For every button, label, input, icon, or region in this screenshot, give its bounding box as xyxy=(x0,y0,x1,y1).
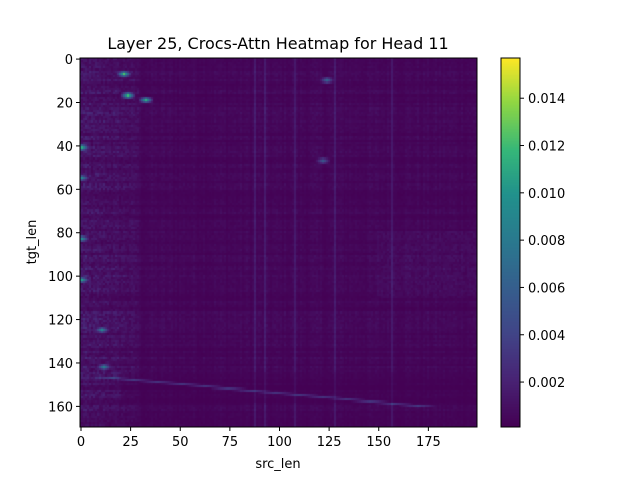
colorbar-tick-label: 0.014 xyxy=(528,92,565,107)
y-tick-label: 40 xyxy=(56,140,73,155)
colorbar-tick-label: 0.010 xyxy=(528,187,565,202)
y-tick-label: 140 xyxy=(48,357,73,372)
colorbar-tick-label: 0.006 xyxy=(528,281,565,296)
y-tick-label: 60 xyxy=(56,183,73,198)
y-tick-label: 120 xyxy=(48,314,73,329)
x-axis: 0 25 50 75 100 125 150 175 xyxy=(77,427,441,450)
colorbar-tick-label: 0.012 xyxy=(528,140,565,155)
y-tick-label: 80 xyxy=(56,227,73,242)
colorbar-tick-label: 0.008 xyxy=(528,234,565,249)
plot-frame xyxy=(79,57,478,428)
x-tick-label: 150 xyxy=(366,435,391,450)
y-axis: 0 20 40 60 80 100 120 140 160 xyxy=(48,53,80,415)
x-tick-label: 175 xyxy=(416,435,441,450)
x-tick-label: 125 xyxy=(317,435,342,450)
y-tick-label: 0 xyxy=(65,53,73,68)
x-axis-label: src_len xyxy=(255,457,300,472)
colorbar-tick-label: 0.004 xyxy=(528,329,565,344)
y-tick-label: 160 xyxy=(48,400,73,415)
x-tick-label: 100 xyxy=(267,435,292,450)
x-tick-label: 50 xyxy=(172,435,189,450)
colorbar-axis: 0.002 0.004 0.006 0.008 0.010 0.012 0.014 xyxy=(520,92,565,391)
x-tick-label: 75 xyxy=(222,435,239,450)
y-tick-label: 100 xyxy=(48,270,73,285)
colorbar-tick-label: 0.002 xyxy=(528,376,565,391)
colorbar-frame xyxy=(500,57,521,428)
y-tick-label: 20 xyxy=(56,96,73,111)
colorbar xyxy=(501,58,520,427)
heatmap-plot-area xyxy=(80,58,477,427)
x-tick-label: 0 xyxy=(77,435,85,450)
x-tick-label: 25 xyxy=(122,435,139,450)
y-axis-label: tgt_len xyxy=(25,220,40,265)
chart-title: Layer 25, Crocs-Attn Heatmap for Head 11 xyxy=(107,34,448,53)
